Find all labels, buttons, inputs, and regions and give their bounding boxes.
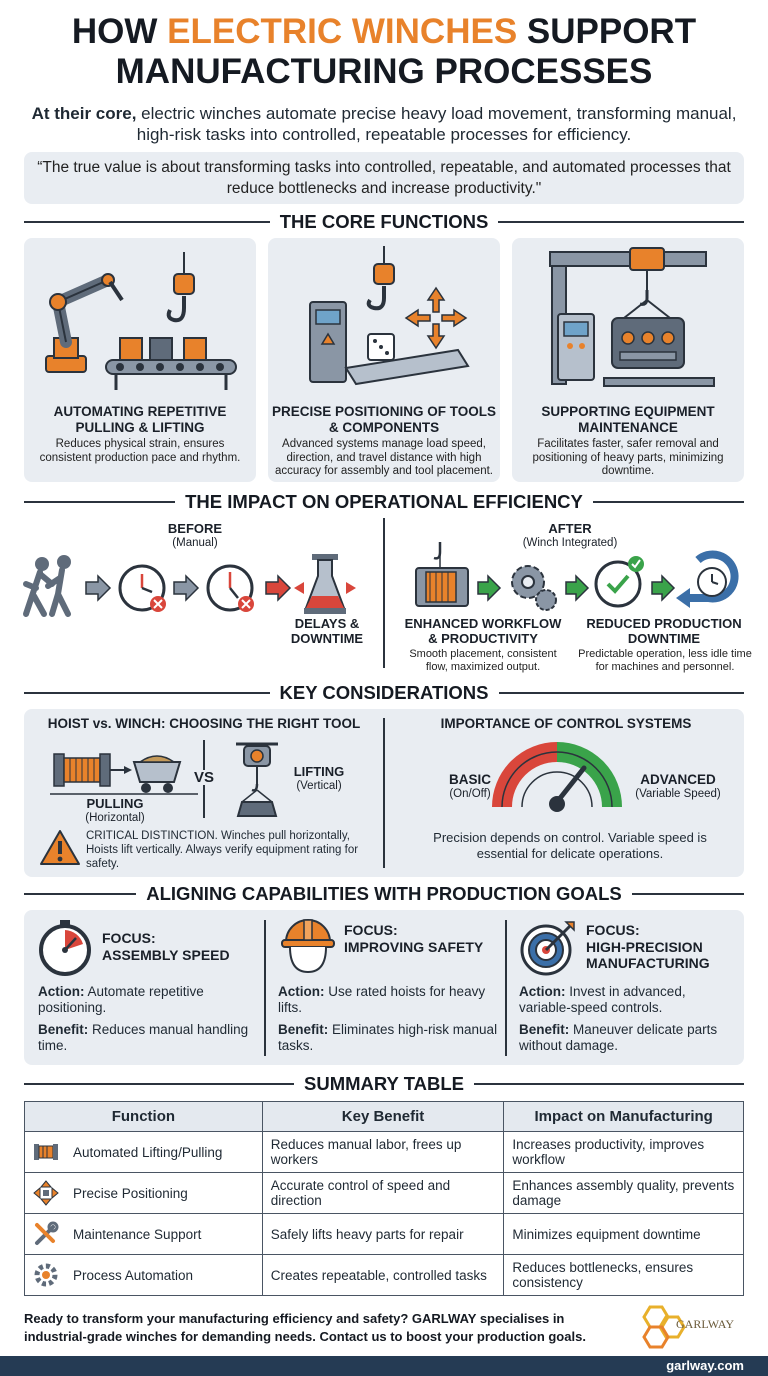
goal-action-safety: Action: Use rated hoists for heavy lifts… xyxy=(278,984,486,1015)
hoist-vs-winch-title: HOIST vs. WINCH: CHOOSING THE RIGHT TOOL xyxy=(47,716,361,731)
table-row: Automated Lifting/Pulling Reduces manual… xyxy=(24,1131,744,1173)
goal-focus-speed: FOCUS: ASSEMBLY SPEED xyxy=(102,930,230,963)
winch-cart-icon xyxy=(50,753,198,795)
cta-text: Ready to transform your manufacturing ef… xyxy=(24,1311,586,1344)
vs-label: VS xyxy=(186,770,222,785)
core-card-title: PRECISE POSITIONING OF TOOLS & COMPONENT… xyxy=(271,404,497,435)
table-cell: Process Automation xyxy=(73,1267,194,1283)
column-header: Key Benefit xyxy=(261,1101,505,1132)
basic-label: BASIC (On/Off) xyxy=(448,772,491,800)
gear-icon xyxy=(34,1263,58,1287)
goal-focus-precision: FOCUS: HIGH-PRECISION MANUFACTURING xyxy=(586,922,710,971)
after-item-downtime: REDUCED PRODUCTION DOWNTIME xyxy=(586,616,742,646)
site-link[interactable]: garlway.com xyxy=(666,1358,744,1373)
lifting-label: LIFTING (Vertical) xyxy=(293,764,345,792)
goals-divider-2 xyxy=(505,920,507,1056)
pulling-label: PULLING (Horizontal) xyxy=(85,796,145,824)
goal-action-speed: Action: Automate repetitive positioning. xyxy=(38,984,204,1015)
section-impact: THE IMPACT ON OPERATIONAL EFFICIENCY xyxy=(24,490,745,514)
table-row: Maintenance Support Safely lifts heavy p… xyxy=(24,1213,744,1255)
table-cell: Automated Lifting/Pulling xyxy=(73,1144,223,1160)
intro-text: At their core, electric winches automate… xyxy=(31,104,737,144)
warning-icon xyxy=(40,830,80,865)
move-arrows-icon xyxy=(33,1180,59,1206)
after-item-workflow-desc: Smooth placement, consistent flow, maxim… xyxy=(409,648,557,673)
advanced-label: ADVANCED (Variable Speed) xyxy=(635,772,721,800)
gantry-engine-icon xyxy=(549,247,715,387)
goal-focus-safety: FOCUS: IMPROVING SAFETY xyxy=(344,922,484,955)
before-end-label: DELAYS & DOWNTIME xyxy=(290,616,364,646)
table-cell: Precise Positioning xyxy=(73,1185,188,1201)
summary-table: Function Key Benefit Impact on Manufactu… xyxy=(24,1101,744,1296)
table-cell: Reduces manual labor, frees up workers xyxy=(261,1131,505,1173)
table-cell: Maintenance Support xyxy=(73,1226,202,1242)
core-card-title: SUPPORTING EQUIPMENT MAINTENANCE xyxy=(541,404,715,435)
before-flow-icon xyxy=(23,554,356,617)
garlway-logo[interactable]: GARLWAY xyxy=(636,1305,744,1349)
hoist-icon xyxy=(236,742,278,817)
core-card-maintenance: SUPPORTING EQUIPMENT MAINTENANCE Facilit… xyxy=(512,238,744,482)
section-goals: ALIGNING CAPABILITIES WITH PRODUCTION GO… xyxy=(24,882,745,906)
table-cell: Increases productivity, improves workflo… xyxy=(503,1131,744,1173)
goals-panel xyxy=(24,910,744,1065)
core-card-title: AUTOMATING REPETITIVE PULLING & LIFTING xyxy=(53,404,227,435)
target-icon xyxy=(520,921,575,976)
goals-divider-1 xyxy=(264,920,266,1056)
considerations-divider xyxy=(383,718,385,868)
speed-gauge-icon xyxy=(492,742,622,812)
hexagon-logo-icon xyxy=(642,1305,686,1349)
critical-note: CRITICAL DISTINCTION. Winches pull horiz… xyxy=(86,830,359,870)
after-flow-icon xyxy=(415,542,739,611)
goal-benefit-safety: Benefit: Eliminates high-risk manual tas… xyxy=(278,1022,498,1053)
table-cell: Safely lifts heavy parts for repair xyxy=(261,1213,505,1255)
after-item-workflow: ENHANCED WORKFLOW & PRODUCTIVITY xyxy=(404,616,562,646)
goal-benefit-speed: Benefit: Reduces manual handling time. xyxy=(38,1022,249,1053)
table-cell: Reduces bottlenecks, ensures consistency xyxy=(503,1254,744,1296)
footer-bar: garlway.com xyxy=(0,1356,768,1376)
goal-benefit-precision: Benefit: Maneuver delicate parts without… xyxy=(519,1022,718,1053)
table-cell: Accurate control of speed and direction xyxy=(261,1172,505,1214)
column-header: Impact on Manufacturing xyxy=(503,1101,744,1132)
table-cell: Enhances assembly quality, prevents dama… xyxy=(503,1172,744,1214)
core-card-desc: Reduces physical strain, ensures consist… xyxy=(39,438,241,464)
page-title: HOW ELECTRIC WINCHES SUPPORT MANUFACTURI… xyxy=(71,12,697,91)
after-label: AFTER (Winch Integrated) xyxy=(522,521,618,549)
section-considerations: KEY CONSIDERATIONS xyxy=(24,681,745,705)
column-header: Function xyxy=(24,1101,263,1132)
core-card-desc: Advanced systems manage load speed, dire… xyxy=(275,438,493,477)
control-note: Precision depends on control. Variable s… xyxy=(433,830,707,861)
robot-arm-conveyor-icon xyxy=(45,252,237,390)
winch-drum-icon xyxy=(34,1144,58,1160)
table-cell: Creates repeatable, controlled tasks xyxy=(261,1254,505,1296)
goal-action-precision: Action: Invest in advanced, variable-spe… xyxy=(519,984,686,1015)
core-card-positioning: PRECISE POSITIONING OF TOOLS & COMPONENT… xyxy=(268,238,500,482)
core-card-automating: AUTOMATING REPETITIVE PULLING & LIFTING … xyxy=(24,238,256,482)
wrench-screwdriver-icon xyxy=(35,1221,59,1245)
section-summary: SUMMARY TABLE xyxy=(24,1072,744,1096)
hard-hat-icon xyxy=(281,919,335,974)
before-label: BEFORE (Manual) xyxy=(167,521,223,549)
table-row: Process Automation Creates repeatable, c… xyxy=(24,1254,744,1296)
core-card-desc: Facilitates faster, safer removal and po… xyxy=(532,438,724,477)
stopwatch-icon xyxy=(39,920,91,976)
hook-positioning-icon xyxy=(309,246,470,386)
control-systems-title: IMPORTANCE OF CONTROL SYSTEMS xyxy=(440,716,692,731)
after-item-downtime-desc: Predictable operation, less idle time fo… xyxy=(578,648,752,673)
table-row: Precise Positioning Accurate control of … xyxy=(24,1172,744,1214)
section-core-functions: THE CORE FUNCTIONS xyxy=(24,210,745,234)
impact-divider xyxy=(383,518,385,668)
table-cell: Minimizes equipment downtime xyxy=(503,1213,744,1255)
quote-box: “The true value is about transforming ta… xyxy=(24,152,744,204)
logo-text: GARLWAY xyxy=(676,1317,735,1331)
